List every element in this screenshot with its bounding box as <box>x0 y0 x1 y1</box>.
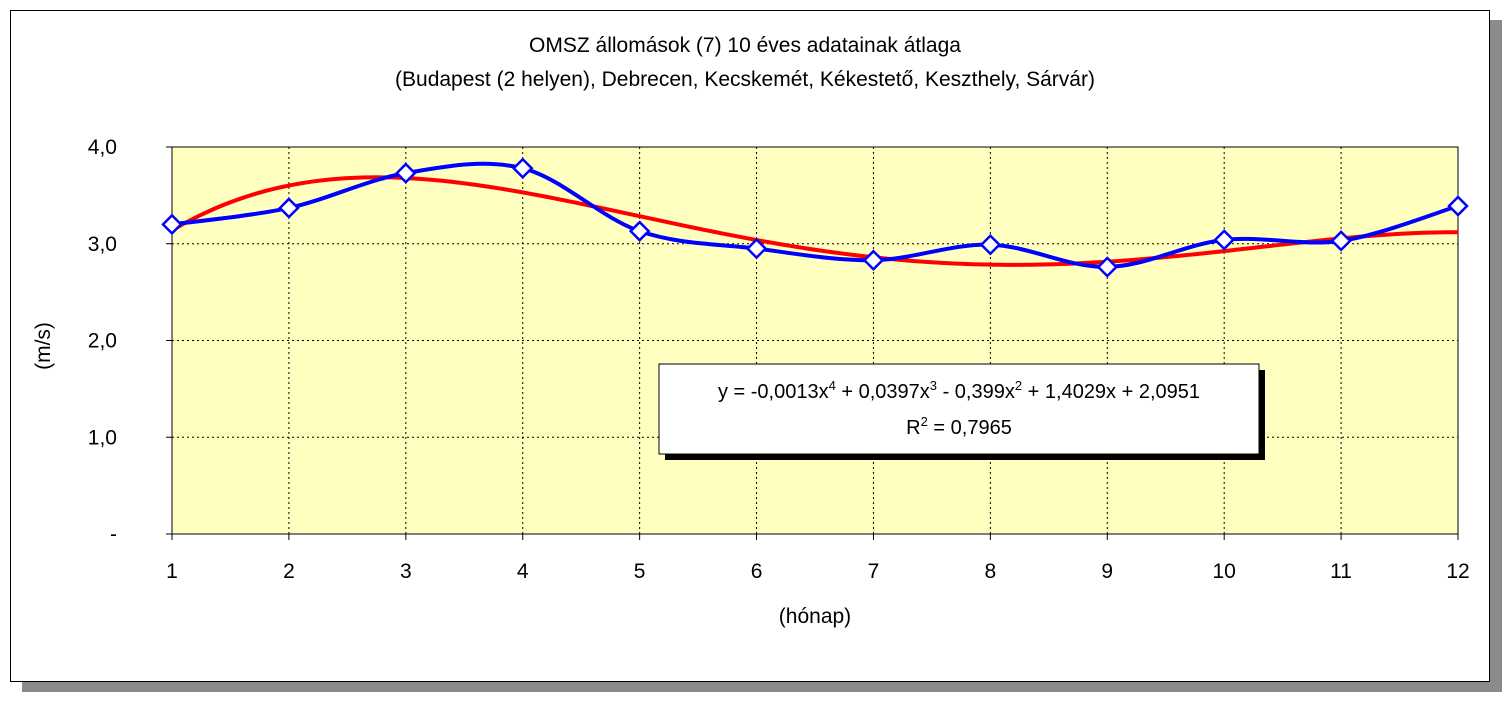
y-axis-ticks: - 1,0 2,0 3,0 4,0 <box>88 136 172 546</box>
x-tick-label: 5 <box>634 560 646 583</box>
x-axis-ticks: 1 2 3 4 5 6 7 8 9 10 11 12 <box>166 534 1470 583</box>
data-point-marker <box>1096 256 1119 278</box>
x-tick-label: 10 <box>1213 560 1236 583</box>
x-tick-label: 3 <box>400 560 412 583</box>
x-tick-label: 4 <box>517 560 529 583</box>
trendline-equation-box: y = -0,0013x4 + 0,0397x3 - 0,399x2 + 1,4… <box>658 363 1265 460</box>
y-tick-label: 3,0 <box>88 233 117 256</box>
data-point-marker <box>1447 195 1469 217</box>
y-tick-label: 4,0 <box>88 136 117 159</box>
data-point-marker <box>745 237 768 260</box>
y-axis-label: (m/s) <box>32 322 55 370</box>
x-tick-label: 7 <box>868 560 880 583</box>
x-tick-label: 2 <box>283 560 295 583</box>
chart-title: OMSZ állomások (7) 10 éves adatainak átl… <box>529 34 961 57</box>
data-point-marker <box>1213 229 1235 251</box>
data-point-marker <box>395 162 417 184</box>
x-tick-label: 6 <box>751 560 763 583</box>
x-tick-label: 11 <box>1330 560 1352 583</box>
y-tick-label: 1,0 <box>88 426 117 449</box>
chart-subtitle: (Budapest (2 helyen), Debrecen, Kecskemé… <box>395 68 1095 91</box>
data-point-marker <box>628 220 651 242</box>
data-point-marker <box>161 213 183 236</box>
x-tick-label: 8 <box>985 560 997 583</box>
x-axis-label: (hónap) <box>779 605 851 628</box>
data-point-marker <box>1330 230 1352 252</box>
series-layer <box>161 157 1469 278</box>
y-tick-label: 2,0 <box>88 330 117 353</box>
x-tick-label: 9 <box>1101 560 1113 583</box>
data-point-marker <box>278 197 300 219</box>
data-point-marker <box>862 249 885 271</box>
r-squared-value: R2 = 0,7965 <box>906 414 1012 439</box>
data-point-marker <box>511 157 534 180</box>
y-tick-label: - <box>110 523 117 546</box>
series-line <box>171 161 1459 269</box>
equation-box <box>658 363 1260 455</box>
data-point-marker <box>979 233 1002 256</box>
x-tick-label: 1 <box>166 560 178 583</box>
plot-area <box>171 146 1459 535</box>
x-tick-label: 12 <box>1446 560 1469 583</box>
trendline-equation: y = -0,0013x4 + 0,0397x3 - 0,399x2 + 1,4… <box>718 378 1200 403</box>
